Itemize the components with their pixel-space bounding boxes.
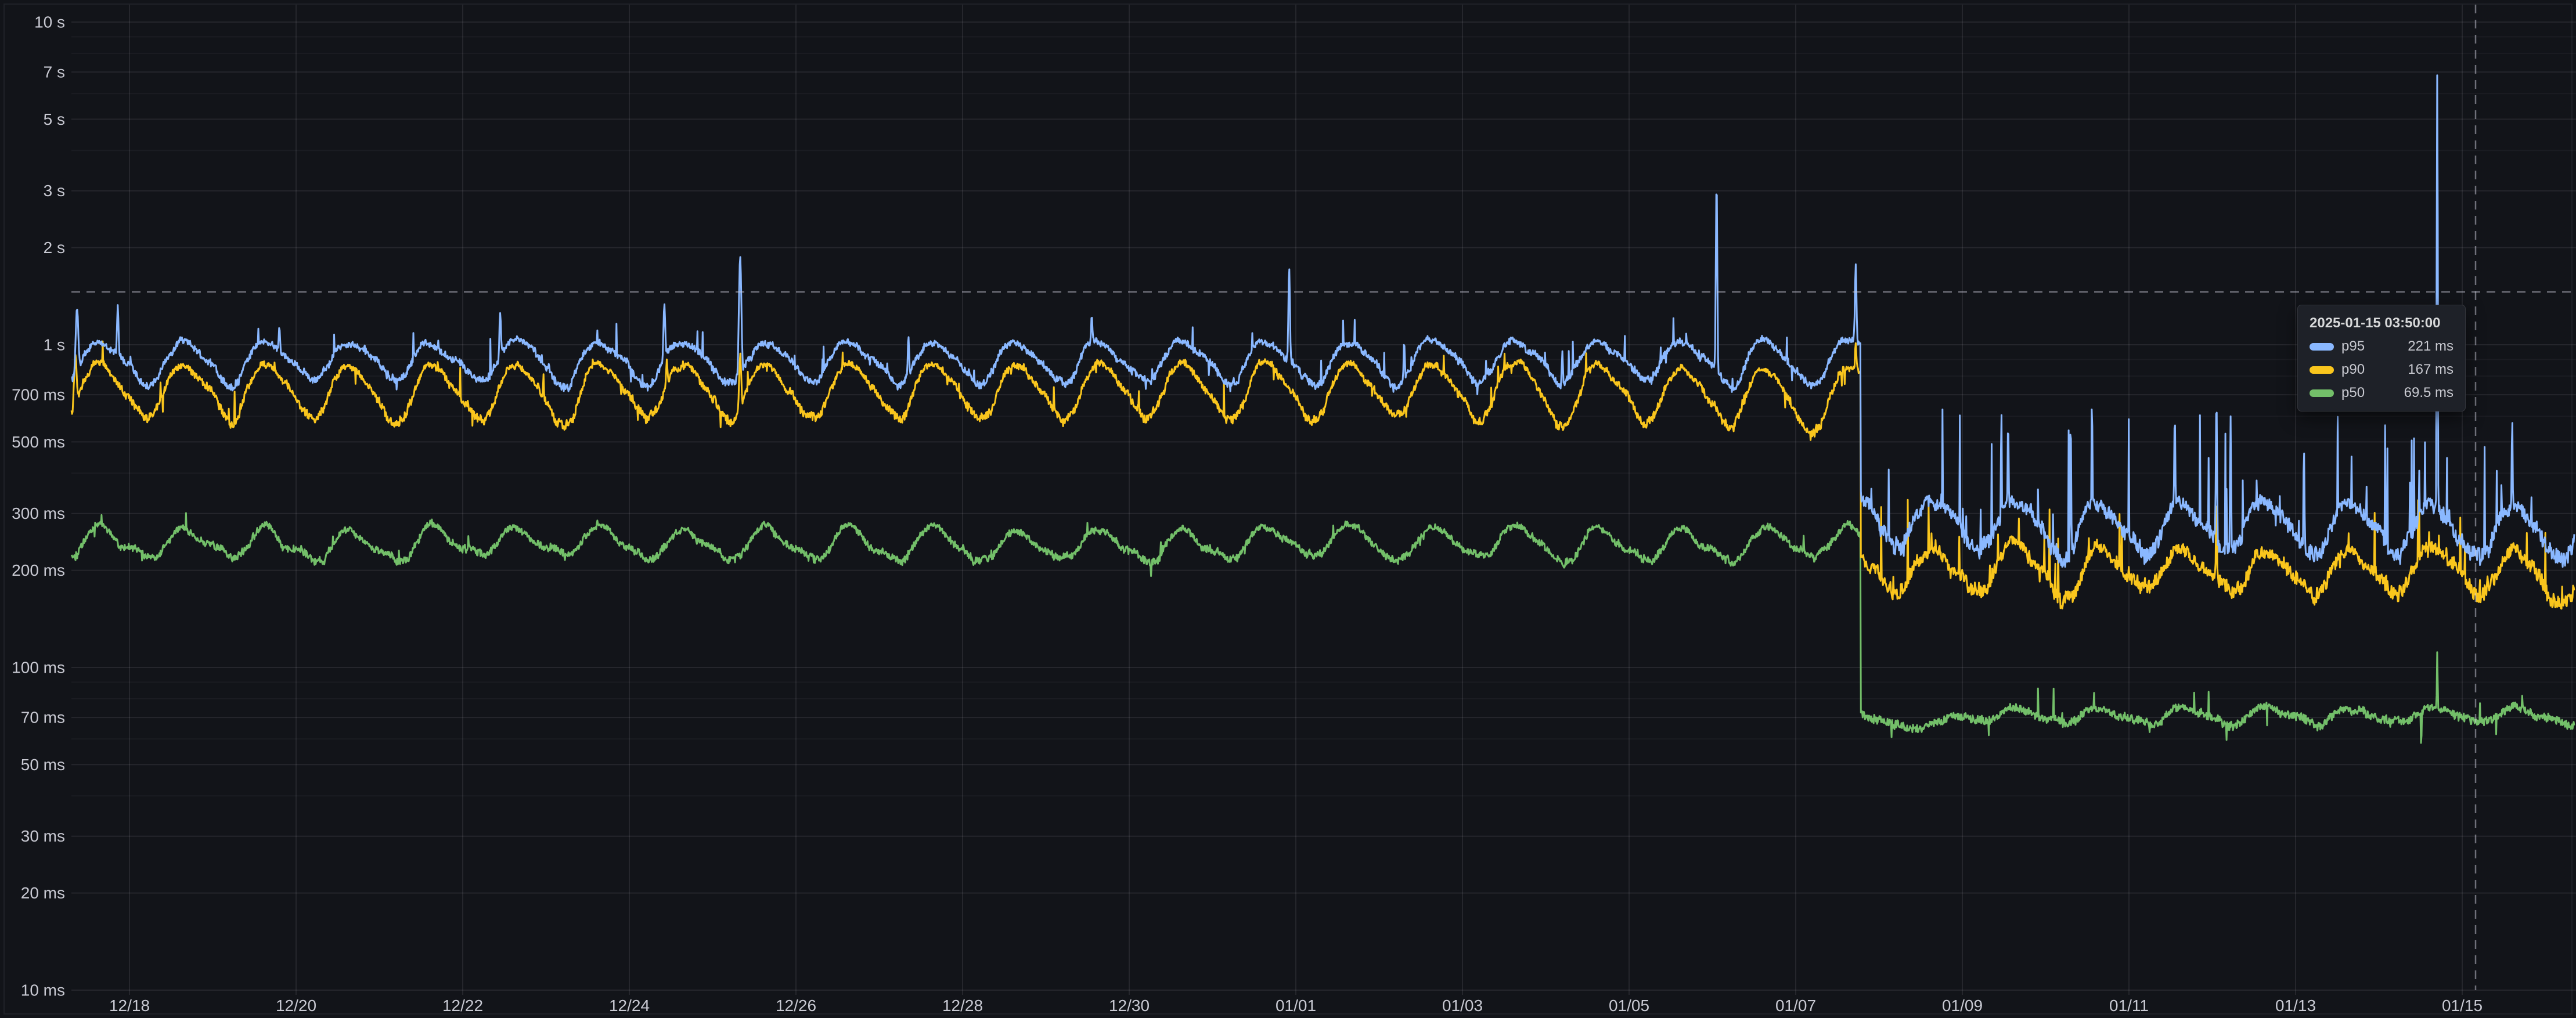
tooltip-row: p95 221 ms [2310,338,2453,355]
series-color-swatch [2310,389,2334,397]
tooltip-series-label: p90 [2341,362,2365,377]
x-axis-label: 12/24 [609,997,650,1015]
y-axis-label: 100 ms [12,659,65,677]
x-axis-label: 12/22 [442,997,483,1015]
y-axis-label: 30 ms [21,827,65,845]
y-axis-label: 20 ms [21,884,65,902]
x-axis-label: 01/01 [1276,997,1316,1015]
y-axis-label: 500 ms [12,433,65,451]
series-p95-line [71,74,2575,568]
tooltip-row: p90 167 ms [2310,361,2453,378]
tooltip-series-value: 69.5 ms [2404,385,2453,400]
y-axis-label: 10 s [34,13,65,31]
x-axis-label: 12/28 [942,997,983,1015]
y-axis-label: 200 ms [12,561,65,579]
panel-border [3,3,2573,1015]
tooltip-series-label: p95 [2341,338,2365,354]
y-axis-label: 7 s [44,63,65,81]
series-p90-line [70,340,2575,610]
x-axis-label: 01/13 [2275,997,2316,1015]
tooltip-series-label: p50 [2341,385,2365,400]
x-axis-label: 01/03 [1442,997,1483,1015]
x-axis-label: 01/05 [1609,997,1649,1015]
x-axis-label: 01/09 [1942,997,1983,1015]
tooltip-series-value: 167 ms [2408,362,2453,377]
x-axis-label: 12/20 [276,997,316,1015]
y-axis-label: 1 s [44,336,65,354]
series-p50-line [70,512,2575,744]
x-axis-label: 12/30 [1109,997,1150,1015]
x-axis-label: 01/11 [2109,997,2149,1015]
series-color-swatch [2310,366,2334,374]
x-axis-label: 12/26 [776,997,816,1015]
y-axis-label: 2 s [44,239,65,257]
x-axis-label: 01/15 [2442,997,2483,1015]
chart-tooltip: 2025-01-15 03:50:00 p95 221 ms p90 167 m… [2297,305,2466,411]
y-axis-label: 70 ms [21,709,65,727]
tooltip-row: p50 69.5 ms [2310,384,2453,402]
series-color-swatch [2310,342,2334,351]
tooltip-timestamp: 2025-01-15 03:50:00 [2310,315,2441,331]
y-axis-label: 3 s [44,182,65,200]
tooltip-series-value: 221 ms [2408,338,2453,354]
y-axis-label: 300 ms [12,504,65,522]
y-axis-label: 10 ms [21,981,65,999]
x-axis-label: 01/07 [1775,997,1816,1015]
y-axis-label: 50 ms [21,756,65,774]
x-axis-label: 12/18 [109,997,150,1015]
y-axis-label: 5 s [44,110,65,128]
y-axis-label: 700 ms [12,386,65,404]
